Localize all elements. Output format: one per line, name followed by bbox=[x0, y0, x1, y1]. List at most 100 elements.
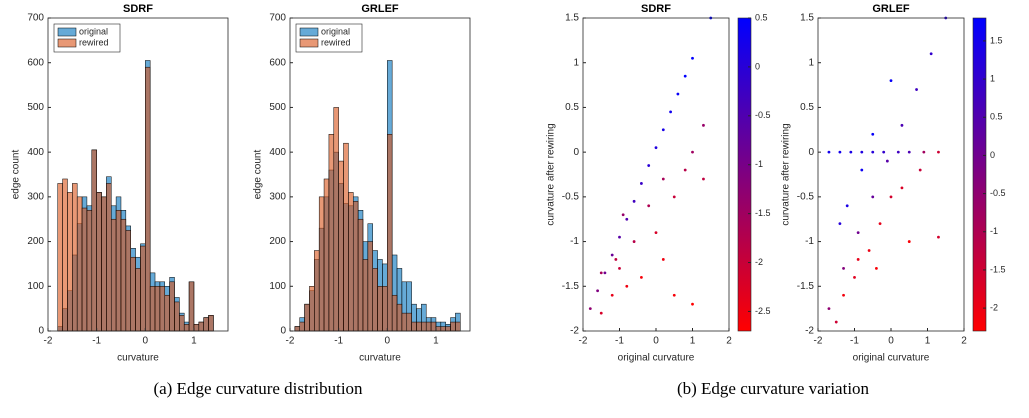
x-axis-label: original curvature bbox=[853, 353, 930, 364]
point bbox=[889, 79, 893, 82]
bar bbox=[96, 192, 102, 332]
y-tick-label: 300 bbox=[269, 191, 286, 202]
y-tick-label: 500 bbox=[269, 102, 286, 113]
y-tick-label: -2 bbox=[805, 326, 814, 337]
axes-box bbox=[289, 17, 471, 332]
bar bbox=[203, 317, 209, 332]
point bbox=[647, 164, 651, 167]
y-axis-label: curvature after rewiring bbox=[781, 123, 792, 225]
y-tick-label: 200 bbox=[269, 236, 286, 247]
point bbox=[618, 235, 621, 239]
bar bbox=[183, 324, 190, 332]
legend-label: original bbox=[79, 26, 108, 36]
bar bbox=[198, 321, 204, 332]
point bbox=[618, 267, 621, 270]
x-tick-label: 2 bbox=[961, 336, 967, 347]
colorbar-tick-label: -2.5 bbox=[755, 306, 771, 316]
legend-label: original bbox=[321, 26, 350, 36]
caption: (a) Edge curvature distribution bbox=[153, 379, 363, 398]
point bbox=[683, 74, 687, 78]
legend-swatch bbox=[299, 27, 319, 37]
x-tick-label: -2 bbox=[579, 336, 588, 347]
bar bbox=[179, 315, 185, 332]
colorbar-tick-label: -1.5 bbox=[990, 264, 1006, 274]
colorbar bbox=[972, 17, 987, 332]
bar bbox=[140, 245, 146, 332]
point bbox=[599, 311, 603, 315]
point bbox=[702, 177, 705, 181]
bar bbox=[81, 207, 88, 332]
point bbox=[625, 284, 629, 288]
y-tick-label: 1 bbox=[808, 57, 814, 68]
point bbox=[691, 302, 694, 306]
bar bbox=[164, 294, 170, 332]
bar bbox=[120, 218, 127, 332]
point bbox=[875, 267, 878, 270]
point bbox=[827, 307, 831, 311]
chart-title: GRLEF bbox=[872, 3, 910, 15]
bar bbox=[440, 326, 446, 332]
point bbox=[621, 213, 625, 217]
point bbox=[669, 110, 672, 114]
legend-label: rewired bbox=[79, 37, 109, 47]
y-tick-label: 0 bbox=[808, 147, 814, 158]
point bbox=[842, 267, 845, 270]
x-tick-label: 1 bbox=[191, 336, 197, 347]
caption: (b) Edge curvature variation bbox=[677, 379, 870, 398]
colorbar bbox=[737, 17, 752, 332]
bar bbox=[318, 196, 325, 332]
bar bbox=[377, 286, 383, 332]
bar bbox=[396, 303, 403, 332]
legend-swatch bbox=[299, 38, 319, 48]
y-tick-label: 400 bbox=[269, 147, 286, 158]
bar bbox=[299, 321, 305, 332]
point bbox=[918, 168, 922, 172]
bar bbox=[328, 134, 335, 332]
bar bbox=[110, 218, 117, 332]
y-tick-label: -0.5 bbox=[797, 191, 815, 202]
colorbar-tick-label: 0.5 bbox=[755, 12, 768, 22]
bar bbox=[145, 66, 151, 332]
point bbox=[827, 150, 831, 154]
point bbox=[632, 240, 636, 243]
y-tick-label: 1.5 bbox=[565, 13, 579, 24]
bar bbox=[382, 286, 388, 332]
point bbox=[856, 231, 860, 235]
point bbox=[842, 293, 845, 297]
bar bbox=[435, 326, 442, 332]
bar bbox=[338, 160, 344, 332]
y-tick-label: 0 bbox=[280, 326, 286, 337]
colorbar-tick-label: 0 bbox=[755, 61, 760, 71]
bar bbox=[372, 268, 378, 332]
y-tick-label: -1 bbox=[570, 236, 579, 247]
y-tick-label: 700 bbox=[269, 13, 286, 24]
legend-swatch bbox=[57, 38, 77, 48]
colorbar-tick-label: -1 bbox=[755, 159, 763, 169]
point bbox=[661, 128, 665, 132]
bar bbox=[294, 326, 300, 332]
point bbox=[889, 195, 893, 199]
point bbox=[871, 195, 875, 199]
point bbox=[640, 182, 643, 185]
y-tick-label: 1 bbox=[573, 57, 579, 68]
y-axis-label: edge count bbox=[253, 150, 264, 200]
y-tick-label: 500 bbox=[27, 102, 44, 113]
bar bbox=[106, 183, 112, 332]
point bbox=[900, 186, 904, 190]
axes-box bbox=[817, 17, 965, 332]
y-tick-label: -1.5 bbox=[562, 281, 580, 292]
bar bbox=[387, 134, 393, 332]
chart-title: SDRF bbox=[123, 3, 153, 15]
bar bbox=[411, 321, 417, 332]
bar bbox=[125, 230, 131, 332]
point bbox=[676, 92, 680, 96]
bar bbox=[304, 303, 310, 332]
x-tick-label: 1 bbox=[433, 336, 439, 347]
point bbox=[654, 146, 658, 150]
y-axis-label: edge count bbox=[11, 150, 22, 200]
x-axis-label: curvature bbox=[117, 353, 159, 364]
point bbox=[838, 150, 842, 154]
y-tick-label: 0 bbox=[38, 326, 44, 337]
point bbox=[834, 320, 838, 324]
point bbox=[849, 150, 853, 154]
